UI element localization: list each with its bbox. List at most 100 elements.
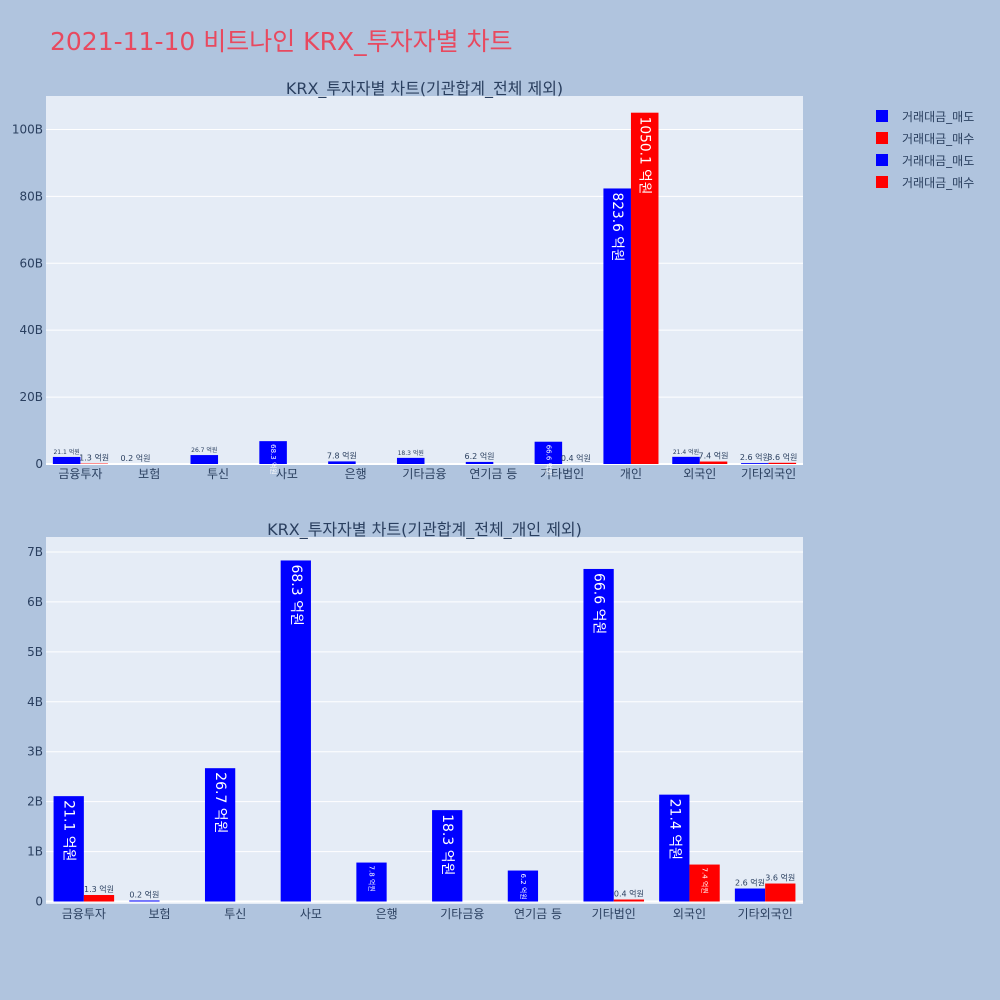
data-label: 2.6 억원 bbox=[735, 878, 765, 888]
bar-sell bbox=[603, 188, 631, 464]
bar-sell bbox=[190, 455, 219, 464]
data-label: 26.7 억원 bbox=[191, 446, 217, 454]
legend-item[interactable]: 거래대금_매도 bbox=[870, 149, 974, 171]
data-label: 68.3 억원 bbox=[269, 444, 278, 475]
bar-sell bbox=[534, 441, 563, 464]
bar-sell bbox=[328, 461, 356, 464]
bar-sell bbox=[583, 568, 614, 902]
y-tick-label: 2B bbox=[27, 795, 43, 809]
y-tick-label: 60B bbox=[19, 256, 43, 270]
bar-sell bbox=[507, 870, 539, 902]
y-tick-label: 0 bbox=[35, 457, 43, 471]
data-label: 7.4 억원 bbox=[701, 868, 710, 894]
x-tick-label: 기타금융 bbox=[402, 467, 446, 481]
data-label: 1050.1 억원 bbox=[637, 117, 653, 195]
data-label: 0.4 억원 bbox=[614, 889, 644, 899]
x-tick-label: 보험 bbox=[149, 907, 171, 921]
bar-sell bbox=[280, 560, 311, 902]
legend-label: 거래대금_매도 bbox=[902, 153, 975, 168]
data-label: 68.3 억원 bbox=[288, 564, 304, 625]
y-tick-label: 1B bbox=[27, 845, 43, 859]
bar-sell bbox=[659, 794, 690, 902]
data-label: 7.8 억원 bbox=[327, 450, 357, 460]
bar-sell bbox=[356, 862, 387, 902]
x-tick-label: 연기금 등 bbox=[514, 907, 562, 921]
bar-sell bbox=[465, 461, 494, 464]
data-label: 7.4 억원 bbox=[699, 451, 729, 461]
x-tick-label: 기타법인 bbox=[540, 467, 584, 481]
bar-sell bbox=[259, 441, 287, 464]
bar-sell bbox=[672, 456, 700, 464]
data-label: 0.2 억원 bbox=[129, 890, 159, 900]
x-tick-label: 기타금융 bbox=[440, 907, 484, 921]
data-label: 2.6 억원 bbox=[740, 452, 770, 462]
y-tick-label: 6B bbox=[27, 595, 43, 609]
bar-sell bbox=[204, 768, 236, 902]
bar-buy bbox=[699, 461, 728, 464]
data-label: 3.6 억원 bbox=[765, 873, 795, 883]
legend: 거래대금_매도 거래대금_매수 거래대금_매도 거래대금_매수 bbox=[870, 105, 974, 193]
y-tick-label: 0 bbox=[35, 895, 43, 909]
y-tick-label: 80B bbox=[19, 189, 43, 203]
chart-title: KRX_투자자별 차트(기관합계_전체 제외) bbox=[286, 79, 563, 99]
data-label: 823.6 억원 bbox=[609, 192, 625, 261]
x-tick-label: 금융투자 bbox=[62, 907, 106, 921]
data-label: 6.2 억원 bbox=[465, 451, 495, 461]
y-tick-label: 100B bbox=[12, 122, 43, 136]
x-tick-label: 금융투자 bbox=[58, 467, 102, 481]
y-tick-label: 40B bbox=[19, 323, 43, 337]
x-tick-label: 기타외국인 bbox=[741, 467, 796, 481]
plot-area bbox=[46, 96, 803, 464]
data-label: 26.7 억원 bbox=[212, 772, 228, 833]
bar-sell bbox=[432, 810, 463, 902]
x-tick-label: 개인 bbox=[620, 467, 642, 481]
bar-sell bbox=[396, 457, 425, 464]
data-label: 21.1 억원 bbox=[61, 800, 77, 861]
data-label: 66.6 억원 bbox=[544, 445, 553, 476]
x-tick-label: 은행 bbox=[376, 906, 398, 921]
data-label: 66.6 억원 bbox=[591, 573, 607, 634]
bar-buy bbox=[630, 112, 659, 464]
bar-sell bbox=[129, 900, 160, 902]
data-label: 1.3 억원 bbox=[79, 453, 109, 463]
y-tick-label: 20B bbox=[19, 390, 43, 404]
data-label: 18.3 억원 bbox=[398, 449, 424, 457]
data-label: 21.1 억원 bbox=[53, 448, 79, 456]
chart-title: KRX_투자자별 차트(기관합계_전체_개인 제외) bbox=[267, 520, 582, 540]
data-label: 6.2 억원 bbox=[519, 874, 528, 900]
x-tick-label: 외국인 bbox=[673, 907, 706, 921]
legend-item[interactable]: 거래대금_매도 bbox=[870, 105, 974, 127]
x-tick-label: 외국인 bbox=[683, 467, 716, 481]
legend-label: 거래대금_매수 bbox=[902, 131, 975, 146]
legend-item[interactable]: 거래대금_매수 bbox=[870, 127, 974, 149]
bar-buy bbox=[768, 462, 797, 464]
x-tick-label: 사모 bbox=[276, 467, 298, 481]
legend-label: 거래대금_매도 bbox=[902, 109, 975, 124]
data-label: 21.4 억원 bbox=[666, 799, 682, 860]
y-tick-label: 4B bbox=[27, 695, 43, 709]
bar-sell bbox=[734, 888, 766, 902]
data-label: 1.3 억원 bbox=[84, 884, 114, 894]
bar-buy bbox=[613, 899, 645, 902]
chart-top: 0 20B 40B 60B 80B 100B KRX_투자자별 차트(기관합계_전체 제외)… bbox=[12, 79, 803, 481]
y-tick-label: 3B bbox=[27, 745, 43, 759]
data-label: 21.4 억원 bbox=[673, 448, 699, 456]
x-tick-label: 연기금 등 bbox=[469, 467, 517, 481]
legend-swatch bbox=[876, 132, 888, 144]
data-label: 3.6 억원 bbox=[767, 452, 797, 462]
data-label: 0.2 억원 bbox=[120, 453, 150, 463]
bar-buy bbox=[765, 883, 796, 902]
data-label: 7.8 억원 bbox=[368, 866, 377, 892]
x-tick-label: 기타법인 bbox=[592, 907, 636, 921]
legend-item[interactable]: 거래대금_매수 bbox=[870, 171, 974, 193]
x-tick-label: 사모 bbox=[300, 907, 322, 921]
y-tick-label: 5B bbox=[27, 645, 43, 659]
page-title: 2021-11-10 비트나인 KRX_투자자별 차트 bbox=[50, 27, 513, 56]
x-tick-label: 기타외국인 bbox=[738, 907, 793, 921]
x-tick-label: 보험 bbox=[138, 467, 160, 481]
data-label: 0.4 억원 bbox=[561, 453, 591, 463]
x-tick-label: 투신 bbox=[224, 907, 246, 921]
legend-swatch bbox=[876, 110, 888, 122]
bar-sell bbox=[52, 456, 81, 464]
bar-buy bbox=[83, 895, 115, 902]
